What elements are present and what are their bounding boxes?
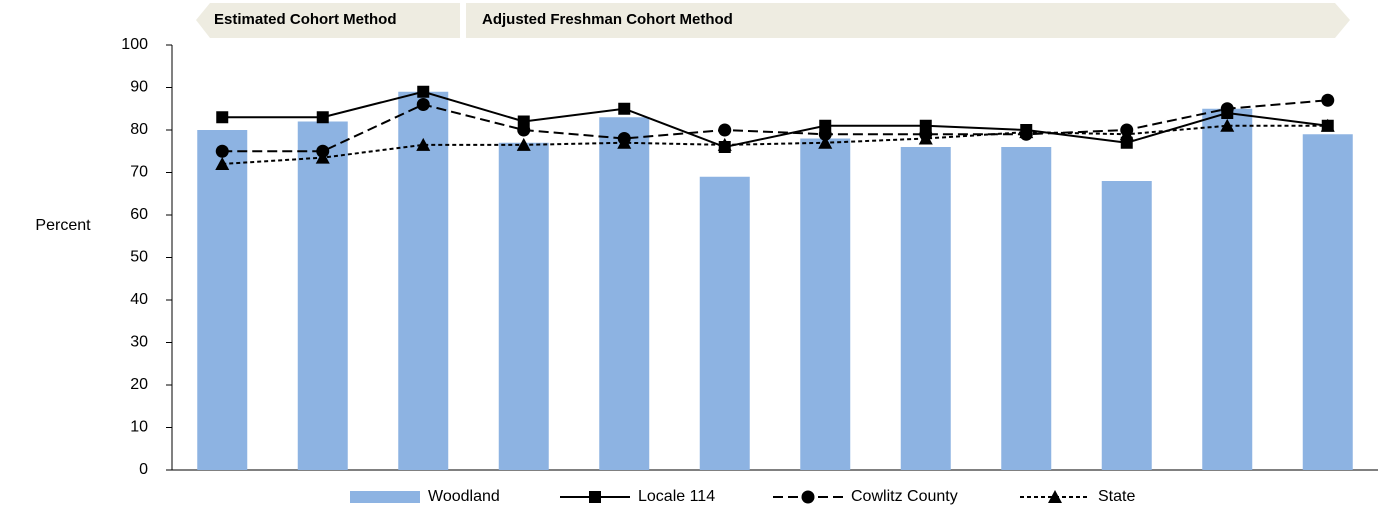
marker	[316, 111, 329, 124]
legend-label: Woodland	[428, 488, 500, 505]
y-tick-label: 60	[130, 206, 148, 223]
y-tick-label: 20	[130, 376, 148, 393]
marker	[416, 98, 430, 111]
banner	[466, 3, 1350, 38]
marker	[618, 102, 631, 115]
y-tick-label: 90	[130, 79, 148, 96]
legend-label: Locale 114	[638, 488, 715, 505]
marker	[215, 157, 230, 170]
marker	[818, 135, 833, 149]
marker	[1220, 118, 1235, 132]
marker	[1019, 125, 1034, 139]
legend-marker	[1048, 490, 1062, 503]
y-tick-label: 80	[130, 121, 148, 138]
marker	[216, 111, 229, 124]
bar	[297, 121, 348, 470]
y-tick-label: 70	[130, 164, 148, 181]
marker	[1220, 102, 1234, 116]
line	[222, 124, 1328, 165]
bar	[800, 138, 851, 470]
bar	[699, 176, 750, 470]
marker	[1321, 93, 1335, 107]
marker	[1119, 127, 1134, 141]
legend-marker	[589, 491, 601, 503]
legend-label: State	[1098, 488, 1135, 505]
line	[222, 99, 1328, 153]
marker	[517, 123, 531, 137]
y-axis-label: Percent	[35, 217, 91, 234]
line	[222, 90, 1328, 149]
marker	[215, 144, 229, 158]
y-tick-label: 50	[130, 249, 148, 266]
bar	[1302, 134, 1353, 470]
annotation: Estimated Cohort Method	[214, 11, 397, 28]
y-tick-label: 100	[121, 36, 148, 53]
marker	[1320, 118, 1335, 132]
marker	[718, 123, 732, 137]
y-tick-label: 40	[130, 291, 148, 308]
bar	[900, 147, 951, 470]
bar	[498, 142, 549, 470]
marker	[315, 150, 330, 164]
y-tick-label: 0	[139, 461, 148, 478]
marker	[818, 127, 832, 141]
marker	[617, 135, 632, 149]
y-tick-label: 10	[130, 419, 148, 436]
bar	[599, 117, 650, 470]
banner	[196, 3, 460, 38]
legend-label: Cowlitz County	[851, 488, 958, 505]
marker	[516, 137, 531, 151]
y-tick-label: 30	[130, 334, 148, 351]
marker	[417, 85, 430, 98]
bar	[1001, 147, 1052, 470]
marker	[416, 137, 431, 151]
bar	[1202, 108, 1253, 470]
annotation: Adjusted Freshman Cohort Method	[482, 11, 733, 28]
bar	[1101, 181, 1152, 470]
marker	[918, 131, 933, 145]
bar	[398, 91, 449, 470]
bar	[197, 130, 248, 470]
marker	[717, 137, 732, 151]
legend-swatch	[350, 491, 420, 503]
legend-marker	[801, 490, 815, 504]
